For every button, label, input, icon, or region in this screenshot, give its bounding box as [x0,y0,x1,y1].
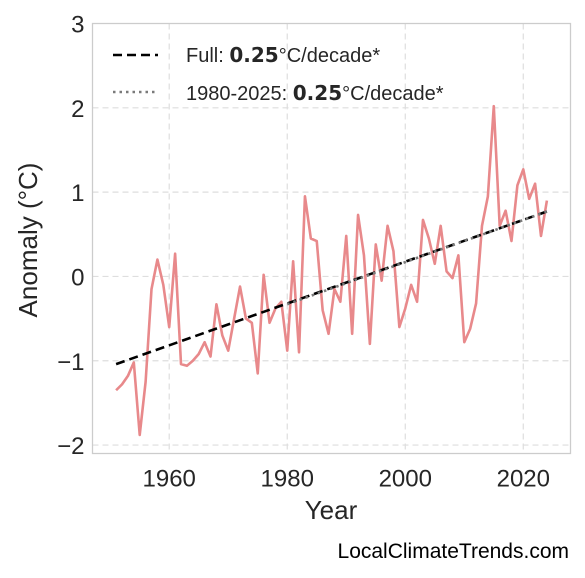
legend: Full: 0.25°C/decade* 1980-2025: 0.25°C/d… [113,43,444,105]
x-tick-label: 1960 [143,466,196,493]
series-lines [115,104,549,437]
y-tick-label: 2 [71,96,84,123]
y-tick-label: 0 [71,264,84,291]
legend-entry-recent: 1980-2025: 0.25°C/decade* [186,81,444,105]
legend-recent-prefix: 1980-2025: [186,83,293,105]
y-tick-label: −2 [57,433,84,460]
x-tick-label: 1980 [261,466,314,493]
recent-trend-line [286,210,548,306]
y-tick-label: −1 [57,349,84,376]
x-axis-label: Year [305,495,358,525]
y-axis-label: Anomaly (°C) [13,163,43,318]
plot-frame [91,22,572,455]
y-tick-label: 1 [71,180,84,207]
x-tick-label: 2000 [379,466,432,493]
legend-full-prefix: Full: [186,45,229,67]
legend-recent-rate: 0.25 [293,81,342,105]
site-credit: LocalClimateTrends.com [338,540,569,563]
legend-recent-unit: °C/decade* [342,83,444,105]
grid [92,23,571,454]
y-tick-label: 3 [71,12,84,39]
legend-full-rate: 0.25 [229,43,278,67]
anomaly-series-line [115,104,549,437]
x-tick-label: 2020 [497,466,550,493]
legend-entry-full: Full: 0.25°C/decade* [186,43,380,67]
legend-full-unit: °C/decade* [279,45,381,67]
tick-labels: 1960 1980 2000 2020 −2 −1 0 1 2 3 [57,12,550,493]
